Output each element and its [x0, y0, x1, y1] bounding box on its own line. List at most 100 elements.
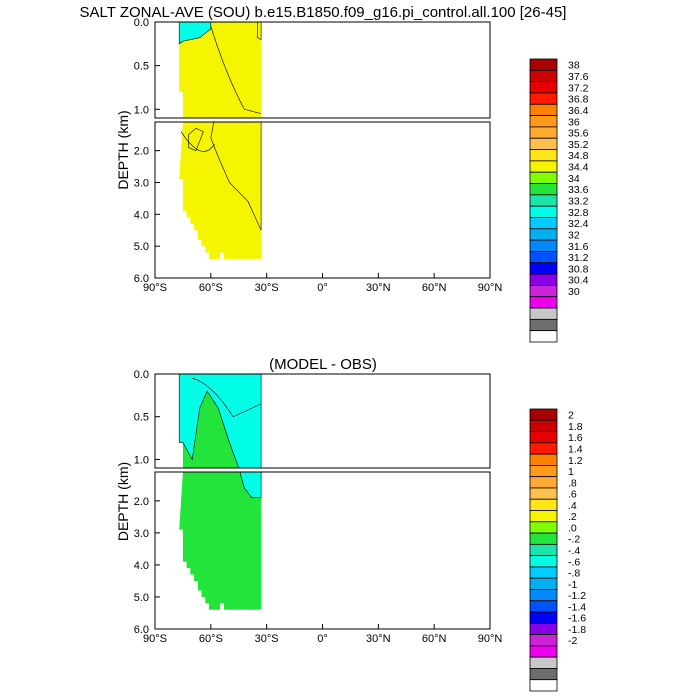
colorbar-swatch — [529, 115, 558, 128]
colorbar-salinity: 3837.637.236.836.43635.635.234.834.43433… — [529, 58, 589, 343]
colorbar-swatch — [529, 555, 558, 568]
colorbar-swatch — [529, 431, 558, 444]
colorbar-swatch — [529, 69, 558, 83]
y-tick-label: 3.0 — [134, 528, 149, 540]
colorbar-swatch — [529, 510, 558, 523]
colorbar-swatch — [529, 453, 558, 466]
colorbar-swatch — [529, 183, 558, 196]
x-tick-label: 60°N — [422, 282, 447, 294]
y-tick-label: 4.0 — [134, 560, 149, 572]
y-tick-label: 6.0 — [134, 273, 149, 285]
colorbar-swatch — [529, 171, 558, 184]
colorbar-label: 34.4 — [568, 162, 589, 174]
contour-line — [180, 131, 215, 152]
colorbar-swatch — [529, 228, 558, 241]
colorbar-label: .8 — [568, 477, 577, 489]
colorbar-label: 32.8 — [568, 207, 589, 219]
colorbar-label: 1.6 — [568, 432, 583, 444]
colorbar-label: 32.4 — [568, 218, 589, 230]
x-tick-label: 30°S — [255, 282, 279, 294]
colorbar-swatch — [529, 577, 558, 590]
colorbar-label: 1 — [568, 466, 574, 478]
x-tick-label: 30°N — [366, 633, 391, 645]
colorbar-label: .4 — [568, 500, 577, 512]
colorbar-swatch — [529, 611, 558, 624]
colorbar-swatch — [529, 566, 558, 579]
colorbar-swatch — [529, 160, 558, 173]
colorbar-label: -.8 — [568, 568, 580, 580]
colorbar-swatch — [529, 498, 558, 511]
data-field-lower — [179, 472, 262, 610]
colorbar-model-minus-obs: 21.81.61.41.21.8.6.4.2.0-.2-.4-.6-.8-1-1… — [529, 408, 586, 692]
colorbar-label: -1.6 — [568, 613, 586, 625]
colorbar-swatch — [529, 532, 558, 545]
colorbar-swatch — [529, 284, 558, 298]
colorbar-label: -1.8 — [568, 624, 586, 636]
colorbar-label: 30.8 — [568, 263, 589, 275]
x-tick-label: 90°N — [478, 633, 503, 645]
chart-title-bottom: (MODEL - OBS) — [269, 356, 377, 373]
colorbar-swatch — [529, 273, 558, 286]
colorbar-swatch — [529, 521, 558, 534]
colorbar-label: -1.4 — [568, 601, 586, 613]
colorbar-label: -.4 — [568, 545, 580, 557]
x-tick-label: 60°N — [422, 633, 447, 645]
colorbar-swatch — [529, 589, 558, 602]
colorbar-swatch — [529, 668, 558, 681]
y-tick-label: 1.0 — [134, 454, 149, 466]
x-tick-label: 0° — [317, 633, 328, 645]
colorbar-swatch — [529, 58, 558, 71]
colorbar-swatch — [529, 262, 558, 275]
colorbar-label: 30 — [568, 286, 580, 298]
colorbar-label: 2 — [568, 410, 574, 422]
y-tick-label: 0.5 — [134, 61, 149, 73]
y-tick-label: 4.0 — [134, 209, 149, 221]
colorbar-label: 36.8 — [568, 94, 589, 106]
colorbar-swatch — [529, 600, 558, 613]
colorbar-swatch — [529, 476, 558, 489]
frame-upper — [154, 373, 491, 469]
region-fill — [179, 22, 262, 118]
panel-salinity: 90°S 60°S 30°S 0° 30°N 60°N 90°N 0.0 0.5 1.0 2.0 3.… — [115, 17, 502, 294]
colorbar-label: 31.6 — [568, 241, 589, 253]
x-tick-label: 90°S — [143, 633, 167, 645]
y-tick-label: 2.0 — [134, 146, 149, 158]
colorbar-label: 37.2 — [568, 82, 589, 94]
colorbar-label: 33.6 — [568, 184, 589, 196]
y-tick-label: 5.0 — [134, 241, 149, 253]
chart-title-top: SALT ZONAL-AVE (SOU) b.e15.B1850.f09_g16… — [80, 4, 567, 21]
colorbar-swatch — [529, 137, 558, 150]
contour-region-1 — [239, 472, 262, 498]
data-field-lower — [179, 122, 262, 259]
contour-region-3 — [188, 128, 204, 152]
x-tick-label: 60°S — [199, 282, 223, 294]
y-tick-label: 3.0 — [134, 177, 149, 189]
y-tick-label: 0.0 — [134, 17, 149, 29]
colorbar-label: -.6 — [568, 556, 580, 568]
colorbar-label: 36.4 — [568, 105, 589, 117]
colorbar-swatch — [529, 318, 558, 332]
colorbar-label: 35.2 — [568, 139, 589, 151]
x-tick-label: 90°S — [143, 282, 167, 294]
colorbar-swatch — [529, 330, 558, 343]
contour-region-0 — [178, 374, 262, 468]
y-tick-label: 1.0 — [134, 104, 149, 116]
y-tick-label: 0.5 — [134, 412, 149, 424]
y-axis-label: DEPTH (km) — [115, 462, 131, 541]
colorbar-swatch — [529, 679, 558, 692]
colorbar-swatch — [529, 149, 558, 162]
colorbar-label: .0 — [568, 522, 577, 534]
contour-line — [210, 26, 262, 114]
colorbar-swatch — [529, 205, 558, 218]
colorbar-label: 32 — [568, 229, 580, 241]
colorbar-swatch — [529, 645, 558, 658]
colorbar-label: 31.2 — [568, 252, 589, 264]
contour-region-2 — [210, 122, 262, 231]
colorbar-swatch — [529, 634, 558, 647]
colorbar-swatch — [529, 296, 558, 309]
colorbar-swatch — [529, 543, 558, 557]
colorbar-swatch — [529, 622, 558, 636]
colorbar-label: 34 — [568, 173, 580, 185]
colorbar-label: 36 — [568, 116, 580, 128]
